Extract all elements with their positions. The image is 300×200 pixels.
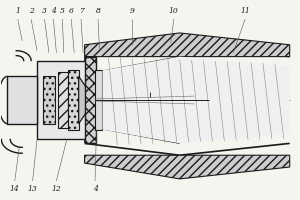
Text: 14: 14 bbox=[10, 185, 20, 193]
Text: 4: 4 bbox=[93, 185, 98, 193]
Circle shape bbox=[88, 98, 96, 102]
Bar bbox=[85, 57, 97, 143]
Text: 11: 11 bbox=[240, 7, 250, 15]
Bar bbox=[7, 76, 37, 124]
Text: 12: 12 bbox=[52, 185, 61, 193]
Text: 8: 8 bbox=[95, 7, 101, 15]
Text: 10: 10 bbox=[169, 7, 179, 15]
Bar bbox=[37, 61, 91, 139]
Polygon shape bbox=[85, 155, 290, 179]
Bar bbox=[95, 70, 102, 130]
Text: 6: 6 bbox=[69, 7, 74, 15]
Text: 3: 3 bbox=[42, 7, 47, 15]
Bar bbox=[68, 70, 79, 130]
Bar bbox=[58, 72, 68, 128]
Circle shape bbox=[88, 74, 96, 79]
Circle shape bbox=[146, 97, 154, 103]
Text: 5: 5 bbox=[60, 7, 65, 15]
Polygon shape bbox=[85, 33, 290, 57]
Text: 9: 9 bbox=[130, 7, 135, 15]
Text: 1: 1 bbox=[15, 7, 20, 15]
Polygon shape bbox=[102, 57, 290, 143]
Text: 2: 2 bbox=[29, 7, 34, 15]
Text: 7: 7 bbox=[79, 7, 83, 15]
Text: 13: 13 bbox=[28, 185, 38, 193]
Polygon shape bbox=[79, 76, 95, 124]
Circle shape bbox=[88, 121, 96, 126]
Text: 4: 4 bbox=[51, 7, 56, 15]
Bar bbox=[43, 76, 55, 124]
